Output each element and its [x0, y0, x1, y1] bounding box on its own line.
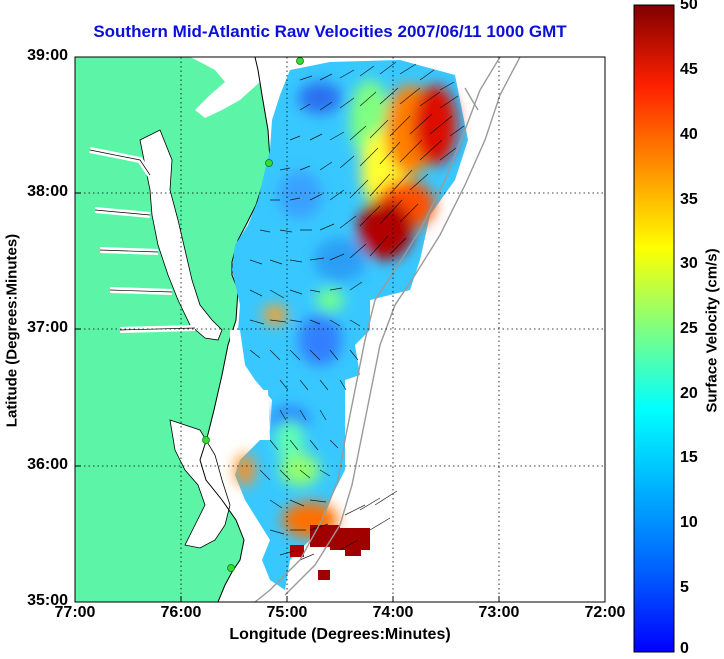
colorbar-tick: 50: [680, 0, 698, 13]
y-tick-label: 38:00: [27, 183, 68, 200]
colorbar: [633, 4, 675, 653]
map-title: Southern Mid-Atlantic Raw Velocities 200…: [93, 22, 567, 41]
x-tick-label: 72:00: [584, 604, 626, 621]
y-tick-label: 35:00: [27, 592, 68, 609]
colorbar-tick: 40: [680, 126, 698, 143]
x-tick-label: 77:00: [54, 604, 96, 621]
colorbar-tick: 10: [680, 514, 698, 531]
y-axis-label: Latitude (Degrees:Minutes): [3, 233, 21, 428]
colorbar-tick: 35: [680, 191, 698, 208]
colorbar-tick: 5: [680, 579, 689, 596]
x-axis-label: Longitude (Degrees:Minutes): [229, 626, 451, 643]
colorbar-tick: 15: [680, 449, 698, 466]
colorbar-tick: 45: [680, 61, 698, 78]
bathymetry-contours: [254, 57, 521, 602]
colorbar-label: Surface Velocity (cm/s): [703, 248, 721, 413]
x-tick-label: 73:00: [478, 604, 520, 621]
velocity-field: [230, 60, 468, 590]
colorbar-tick: 20: [680, 385, 698, 402]
x-tick-label: 76:00: [160, 604, 202, 621]
x-tick-label: 75:00: [266, 604, 308, 621]
pamlico-sound: [169, 419, 231, 549]
delaware-bay: [190, 57, 262, 118]
colorbar-tick: 30: [680, 255, 698, 272]
colorbar-tick: 0: [680, 640, 689, 657]
x-tick-label: 74:00: [372, 604, 414, 621]
y-tick-label: 36:00: [27, 456, 68, 473]
chesapeake-bay: [139, 129, 223, 341]
velocity-vectors: [249, 61, 465, 561]
colorbar-tick: 25: [680, 320, 698, 337]
grid-lines: [75, 57, 605, 602]
y-tick-label: 37:00: [27, 319, 68, 336]
y-tick-label: 39:00: [27, 47, 68, 64]
hf-radar-stations: [202, 57, 304, 572]
